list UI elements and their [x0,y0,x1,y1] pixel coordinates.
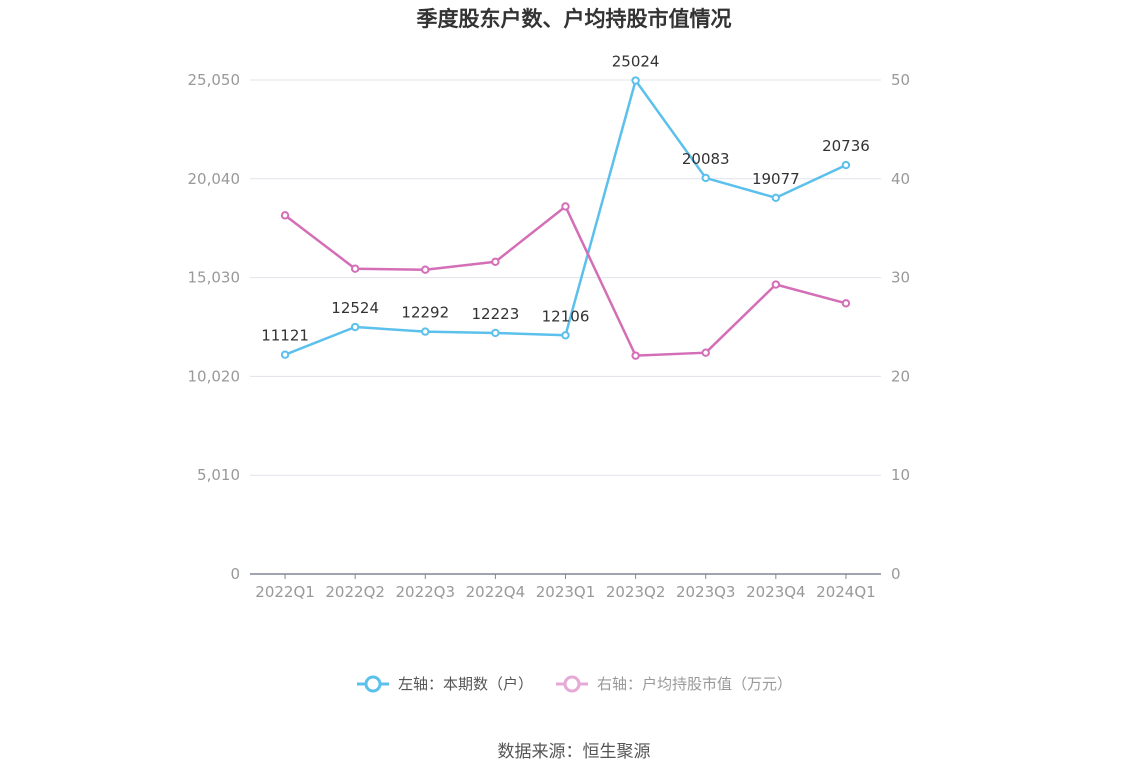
data-label: 12106 [542,307,590,325]
legend-item-right-series[interactable]: 右轴：户均持股市值（万元） [555,673,792,694]
data-point-left [280,350,290,359]
left-axis-tick-label: 0 [230,565,240,583]
x-axis-tick-label: 2023Q3 [676,583,736,601]
data-point-right [771,280,781,289]
left-axis-tick-label: 10,020 [188,367,241,385]
right-axis-tick-label: 10 [891,466,910,484]
legend-label-left-series: 左轴：本期数（户） [397,675,533,693]
data-point-left [561,331,570,340]
left-axis-tick-label: 5,010 [197,466,240,484]
data-point-left [491,328,500,338]
data-label: 19077 [752,170,800,188]
x-axis-tick-label: 2023Q4 [746,583,806,601]
data-point-right [841,299,851,308]
x-axis-tick-label: 2022Q3 [396,583,456,601]
left-axis-tick-label: 25,050 [188,71,241,89]
data-point-left [771,193,781,202]
data-label: 20736 [822,137,870,155]
legend-line-circle-icon [556,675,588,692]
right-axis-tick-label: 30 [891,269,910,287]
x-axis-tick-label: 2024Q1 [816,583,876,601]
data-label: 11121 [261,327,309,345]
line-chart: 0 0 5,010 10 10,020 20 15,030 30 20,040 40 25,050 5… [188,53,911,601]
left-axis-tick-label: 15,030 [188,269,241,287]
left-axis-tick-label: 20,040 [188,170,241,188]
data-point-right [631,351,640,360]
legend-item-left-series[interactable]: 左轴：本期数（户） [356,673,533,694]
x-axis-tick-label: 2023Q2 [606,583,666,601]
legend-line-circle-icon [356,675,389,692]
data-source-note: 数据来源：恒生聚源 [497,742,651,762]
right-axis-tick-label: 40 [891,170,910,188]
legend-label-right-series: 右轴：户均持股市值（万元） [597,675,793,693]
right-axis-tick-label: 0 [891,565,901,583]
data-label: 12524 [331,299,379,317]
right-axis-tick-label: 50 [891,71,910,89]
data-point-right [350,264,360,273]
right-axis-tick-label: 20 [891,367,910,385]
data-label: 20083 [682,150,730,168]
data-point-left [841,160,851,170]
data-point-left [701,173,710,183]
data-point-right [561,202,570,211]
data-label: 12223 [472,305,520,323]
data-point-left [631,76,640,85]
x-axis-tick-label: 2022Q1 [255,583,315,601]
data-label: 25024 [612,53,660,71]
chart-title: 季度股东户数、户均持股市值情况 [416,7,732,31]
data-point-right [491,257,500,266]
x-axis-tick-label: 2022Q2 [325,583,385,601]
chart-legend: 左轴：本期数（户） 右轴：户均持股市值（万元） [0,673,1148,694]
data-point-left [421,327,430,336]
data-point-right [280,211,290,220]
data-point-right [701,348,710,357]
data-point-left [350,322,360,332]
x-axis-tick-label: 2023Q1 [536,583,596,601]
data-point-right [421,265,430,274]
x-axis-tick-label: 2022Q4 [466,583,526,601]
data-label: 12292 [401,304,449,322]
